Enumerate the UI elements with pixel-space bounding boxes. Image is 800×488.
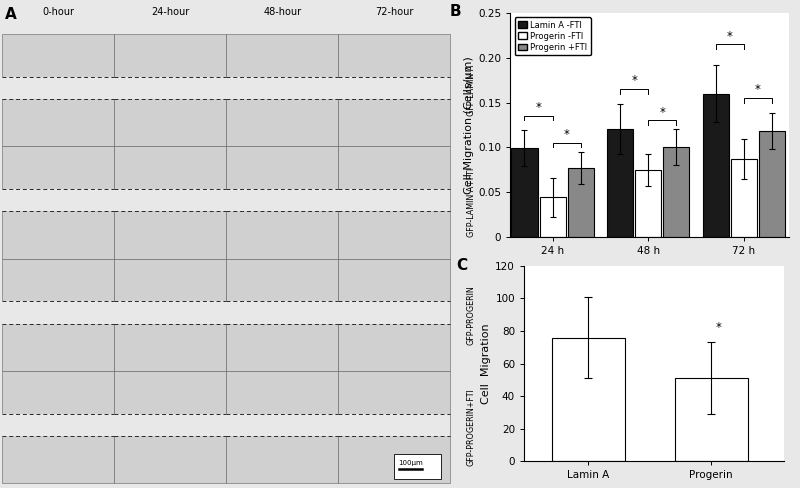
- Text: B: B: [449, 4, 461, 19]
- Bar: [2, 34, 114, 146]
- Bar: [338, 189, 450, 211]
- Bar: [663, 147, 690, 237]
- Bar: [635, 170, 662, 237]
- Text: GFP-LAMIN A: GFP-LAMIN A: [466, 64, 475, 116]
- Bar: [226, 146, 338, 259]
- Bar: [2, 146, 114, 259]
- Bar: [226, 301, 338, 324]
- Bar: [114, 146, 226, 259]
- Bar: [338, 34, 450, 146]
- Bar: [511, 148, 538, 237]
- Y-axis label: Cell  Migration: Cell Migration: [481, 323, 491, 404]
- Bar: [226, 34, 338, 146]
- Bar: [607, 129, 633, 237]
- Bar: [114, 413, 226, 436]
- Bar: [226, 371, 338, 483]
- Bar: [2, 301, 114, 324]
- Text: *: *: [715, 321, 722, 334]
- Bar: [675, 378, 748, 461]
- Bar: [226, 189, 338, 211]
- Text: A: A: [5, 7, 17, 22]
- Text: 48-hour: 48-hour: [263, 7, 302, 17]
- Bar: [114, 189, 226, 211]
- Bar: [114, 259, 226, 371]
- Bar: [114, 34, 226, 146]
- Bar: [394, 454, 442, 479]
- Bar: [226, 413, 338, 436]
- Bar: [338, 413, 450, 436]
- Bar: [114, 77, 226, 99]
- Text: *: *: [727, 30, 733, 42]
- Text: 0-hour: 0-hour: [42, 7, 74, 17]
- Bar: [568, 168, 594, 237]
- Bar: [552, 338, 625, 461]
- Bar: [759, 131, 785, 237]
- Text: *: *: [535, 101, 542, 114]
- Text: *: *: [659, 106, 665, 119]
- Bar: [114, 371, 226, 483]
- Bar: [2, 259, 114, 371]
- Text: 100μm: 100μm: [398, 460, 423, 466]
- Text: 72-hour: 72-hour: [375, 7, 414, 17]
- Bar: [2, 189, 114, 211]
- Bar: [338, 371, 450, 483]
- Bar: [2, 77, 114, 99]
- Bar: [338, 301, 450, 324]
- Bar: [338, 259, 450, 371]
- Y-axis label: Cell Migration (Cells/μm): Cell Migration (Cells/μm): [464, 56, 474, 194]
- Bar: [226, 77, 338, 99]
- Bar: [702, 94, 729, 237]
- Text: GFP-LAMIN A+FTI: GFP-LAMIN A+FTI: [466, 168, 475, 237]
- Bar: [539, 197, 566, 237]
- Text: GFP-PROGERIN+FTI: GFP-PROGERIN+FTI: [466, 388, 475, 466]
- Text: 24-hour: 24-hour: [151, 7, 190, 17]
- Bar: [2, 413, 114, 436]
- Text: C: C: [456, 258, 467, 273]
- Text: *: *: [755, 83, 761, 96]
- Text: *: *: [564, 128, 570, 141]
- Bar: [338, 77, 450, 99]
- Bar: [730, 159, 757, 237]
- Bar: [338, 146, 450, 259]
- Legend: Lamin A -FTI, Progerin -FTI, Progerin +FTI: Lamin A -FTI, Progerin -FTI, Progerin +F…: [514, 18, 591, 55]
- Text: GFP-PROGERIN: GFP-PROGERIN: [466, 285, 475, 345]
- Bar: [226, 259, 338, 371]
- Bar: [2, 371, 114, 483]
- Bar: [114, 301, 226, 324]
- Text: *: *: [631, 74, 637, 87]
